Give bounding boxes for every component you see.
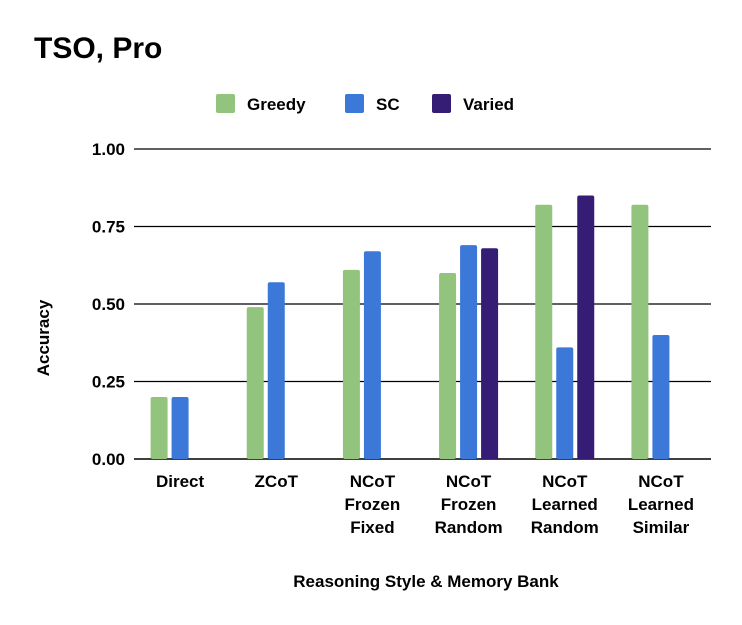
y-axis-label: Accuracy <box>34 299 53 376</box>
gridlines <box>134 148 711 460</box>
bar-sc-direct <box>171 397 189 459</box>
bar-sc-zcot <box>267 282 285 459</box>
y-tick-label-0.75: 0.75 <box>92 218 125 237</box>
bar-varied-ncot-frozen-random <box>481 248 499 459</box>
bar-greedy-ncot-frozen-random <box>439 273 457 459</box>
x-tick-line: NCoT <box>638 472 684 491</box>
bar-sc-ncot-learned-random <box>556 347 574 459</box>
y-tick-label-1.00: 1.00 <box>92 140 125 159</box>
bar-greedy-direct <box>150 397 168 459</box>
bar-sc-ncot-learned-similar <box>652 335 670 459</box>
bar-greedy-zcot <box>246 307 264 459</box>
x-tick-line: Direct <box>156 472 205 491</box>
x-tick-line: Learned <box>628 495 694 514</box>
legend-swatch-varied <box>432 94 451 113</box>
y-tick-label-0.50: 0.50 <box>92 295 125 314</box>
x-tick-label-ncot-frozen-random: NCoT Frozen Random <box>435 472 503 537</box>
chart-title: TSO, Pro <box>34 32 163 65</box>
x-tick-line: NCoT <box>350 472 396 491</box>
legend-swatch-sc <box>345 94 364 113</box>
y-tick-label-0.00: 0.00 <box>92 450 125 469</box>
x-tick-line: Random <box>531 518 599 537</box>
legend-label-varied: Varied <box>463 95 514 114</box>
bar-varied-ncot-learned-random <box>577 195 595 459</box>
x-tick-line: Frozen <box>441 495 497 514</box>
y-tick-label-0.25: 0.25 <box>92 373 125 392</box>
x-tick-line: NCoT <box>542 472 588 491</box>
x-axis: Direct ZCoT NCoT Frozen Fixed NCoT Frozen Rando… <box>156 472 694 537</box>
x-tick-label-ncot-frozen-fixed: NCoT Frozen Fixed <box>345 472 401 537</box>
x-axis-label: Reasoning Style & Memory Bank <box>293 572 559 591</box>
bar-sc-ncot-frozen-random <box>460 245 478 459</box>
legend: Greedy SC Varied <box>216 94 514 114</box>
x-tick-label-zcot: ZCoT <box>255 472 299 491</box>
x-tick-line: Frozen <box>345 495 401 514</box>
legend-label-sc: SC <box>376 95 400 114</box>
x-tick-label-direct: Direct <box>156 472 205 491</box>
x-tick-line: Similar <box>633 518 690 537</box>
bar-greedy-ncot-frozen-fixed <box>342 269 360 459</box>
legend-label-greedy: Greedy <box>247 95 306 114</box>
legend-swatch-greedy <box>216 94 235 113</box>
x-tick-label-ncot-learned-similar: NCoT Learned Similar <box>628 472 694 537</box>
x-tick-line: Learned <box>532 495 598 514</box>
bar-greedy-ncot-learned-similar <box>631 204 649 459</box>
x-tick-line: ZCoT <box>255 472 299 491</box>
x-tick-line: Random <box>435 518 503 537</box>
x-tick-line: NCoT <box>446 472 492 491</box>
bar-sc-ncot-frozen-fixed <box>363 251 381 459</box>
x-tick-line: Fixed <box>350 518 394 537</box>
bar-greedy-ncot-learned-random <box>535 204 553 459</box>
bars <box>150 195 670 459</box>
y-axis: 0.00 0.25 0.50 0.75 1.00 <box>92 140 125 469</box>
x-tick-label-ncot-learned-random: NCoT Learned Random <box>531 472 599 537</box>
